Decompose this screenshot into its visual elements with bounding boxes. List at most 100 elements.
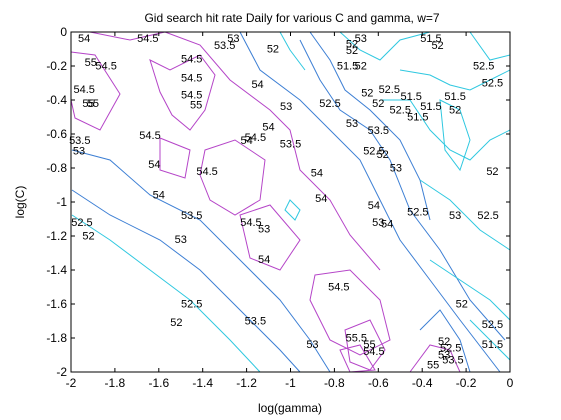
contour-label: 53.5 bbox=[368, 125, 389, 137]
x-tick-label: -0.2 bbox=[456, 376, 477, 390]
contour-label: 53 bbox=[355, 33, 367, 45]
contour-label: 54.5 bbox=[181, 72, 202, 84]
y-tick-label: -0.2 bbox=[46, 59, 67, 73]
contour-label: 54 bbox=[251, 79, 263, 91]
x-tick-label: -0.4 bbox=[412, 376, 433, 390]
contour-label: 53.5 bbox=[245, 315, 266, 327]
contour-label: 54 bbox=[311, 168, 323, 180]
contour-line bbox=[71, 214, 261, 373]
contour-label: 53.5 bbox=[69, 135, 90, 147]
contour-label: 53.5 bbox=[442, 355, 463, 367]
contour-label: 54.5 bbox=[328, 281, 349, 293]
contour-label: 54.5 bbox=[245, 132, 266, 144]
contour-label: 52 bbox=[377, 149, 389, 161]
contour-label: 54 bbox=[262, 122, 274, 134]
contour-label: 54 bbox=[240, 135, 252, 147]
plot-area bbox=[70, 31, 511, 373]
contour-label: 52.5 bbox=[181, 298, 202, 310]
contour-line bbox=[279, 31, 306, 71]
contour-label: 52.5 bbox=[71, 217, 92, 229]
contour-label: 54 bbox=[258, 254, 270, 266]
contour-label: 52 bbox=[170, 317, 182, 329]
contour-label: 53 bbox=[280, 101, 292, 113]
contour-label: 55 bbox=[363, 339, 375, 351]
contour-label: 53.5 bbox=[181, 210, 202, 222]
contour-label: 52.5 bbox=[407, 207, 428, 219]
contour-line bbox=[70, 51, 121, 131]
contour-label: 54.5 bbox=[139, 130, 160, 142]
contour-label: 52 bbox=[438, 336, 450, 348]
x-axis-label: log(gamma) bbox=[258, 401, 322, 415]
contour-label: 52 bbox=[346, 38, 358, 50]
contour-line bbox=[299, 39, 506, 341]
contour-label: 52 bbox=[449, 105, 461, 117]
contour-label: 52.5 bbox=[482, 319, 503, 331]
contour-label: 51.5 bbox=[407, 111, 428, 123]
contour-line bbox=[239, 31, 501, 373]
contour-label: 54.5 bbox=[137, 33, 158, 45]
contour-label: 54.5 bbox=[240, 217, 261, 229]
contour-label: 53 bbox=[449, 210, 461, 222]
x-tick-label: -1.2 bbox=[236, 376, 257, 390]
axis-ticks: -2 -1.8 -1.6 -1.4 -1.2 -1 -0.8 -0.6 -0.4 -0.2 0 0 -0… bbox=[46, 25, 513, 390]
contour-line bbox=[439, 99, 471, 172]
contour-label: 54.5 bbox=[363, 346, 384, 358]
contour-line bbox=[419, 309, 471, 373]
contour-label: 51.5 bbox=[482, 339, 503, 351]
contour-label: 54 bbox=[368, 200, 380, 212]
contour-label: 53 bbox=[372, 217, 384, 229]
contour-label: 54.5 bbox=[196, 166, 217, 178]
contour-line bbox=[159, 137, 191, 179]
contour-label: 52.5 bbox=[379, 84, 400, 96]
contour-line bbox=[429, 259, 511, 321]
contour-label: 54 bbox=[381, 219, 393, 231]
contour-label: 54.5 bbox=[95, 60, 116, 72]
contour-label: 52.5 bbox=[363, 145, 384, 157]
y-tick-label: -2 bbox=[56, 365, 67, 379]
contour-line bbox=[419, 179, 511, 251]
y-tick-label: -0.4 bbox=[46, 93, 67, 107]
contour-label: 53 bbox=[306, 339, 318, 351]
y-tick-label: -1.4 bbox=[46, 263, 67, 277]
contour-line bbox=[89, 31, 166, 41]
contour-label: 52 bbox=[267, 43, 279, 55]
contour-label: 53 bbox=[346, 118, 358, 130]
contour-label: 52.5 bbox=[482, 77, 503, 89]
contour-label: 54.5 bbox=[181, 89, 202, 101]
contour-line bbox=[164, 31, 381, 271]
contour-label: 52.5 bbox=[477, 210, 498, 222]
contour-label: 53.5 bbox=[214, 40, 235, 52]
x-tick-label: 0 bbox=[507, 376, 514, 390]
contour-label: 53 bbox=[258, 224, 270, 236]
contour-label: 52 bbox=[486, 166, 498, 178]
contour-label: 55 bbox=[190, 100, 202, 112]
chart-title: Gid search hit rate Daily for various C … bbox=[144, 11, 439, 25]
y-tick-label: -1 bbox=[56, 195, 67, 209]
contour-line bbox=[380, 99, 511, 161]
contour-label: 52 bbox=[431, 40, 443, 52]
contour-label: 53 bbox=[390, 162, 402, 174]
contour-line bbox=[409, 344, 461, 373]
contour-label: 53 bbox=[227, 33, 239, 45]
y-tick-label: -1.2 bbox=[46, 229, 67, 243]
contour-label: 55 bbox=[87, 98, 99, 110]
contour-label: 52.5 bbox=[390, 105, 411, 117]
contour-label: 53.5 bbox=[280, 139, 301, 151]
x-tick-label: -1.6 bbox=[148, 376, 169, 390]
contour-label: 54 bbox=[153, 190, 165, 202]
x-tick-label: -0.8 bbox=[324, 376, 345, 390]
contour-line bbox=[399, 69, 511, 91]
contour-label: 52 bbox=[82, 230, 94, 242]
y-axis-label: log(C) bbox=[13, 186, 27, 219]
contour-label: 51.5 bbox=[420, 101, 441, 113]
contour-label: 55.5 bbox=[346, 332, 367, 344]
contour-label: 52.5 bbox=[473, 60, 494, 72]
contour-line bbox=[199, 139, 266, 216]
contour-label: 52.5 bbox=[319, 98, 340, 110]
contour-line bbox=[469, 319, 511, 361]
x-tick-label: -1.4 bbox=[192, 376, 213, 390]
contour-label: 54 bbox=[78, 33, 90, 45]
contour-label: 53 bbox=[175, 234, 187, 246]
contour-label: 55 bbox=[82, 98, 94, 110]
